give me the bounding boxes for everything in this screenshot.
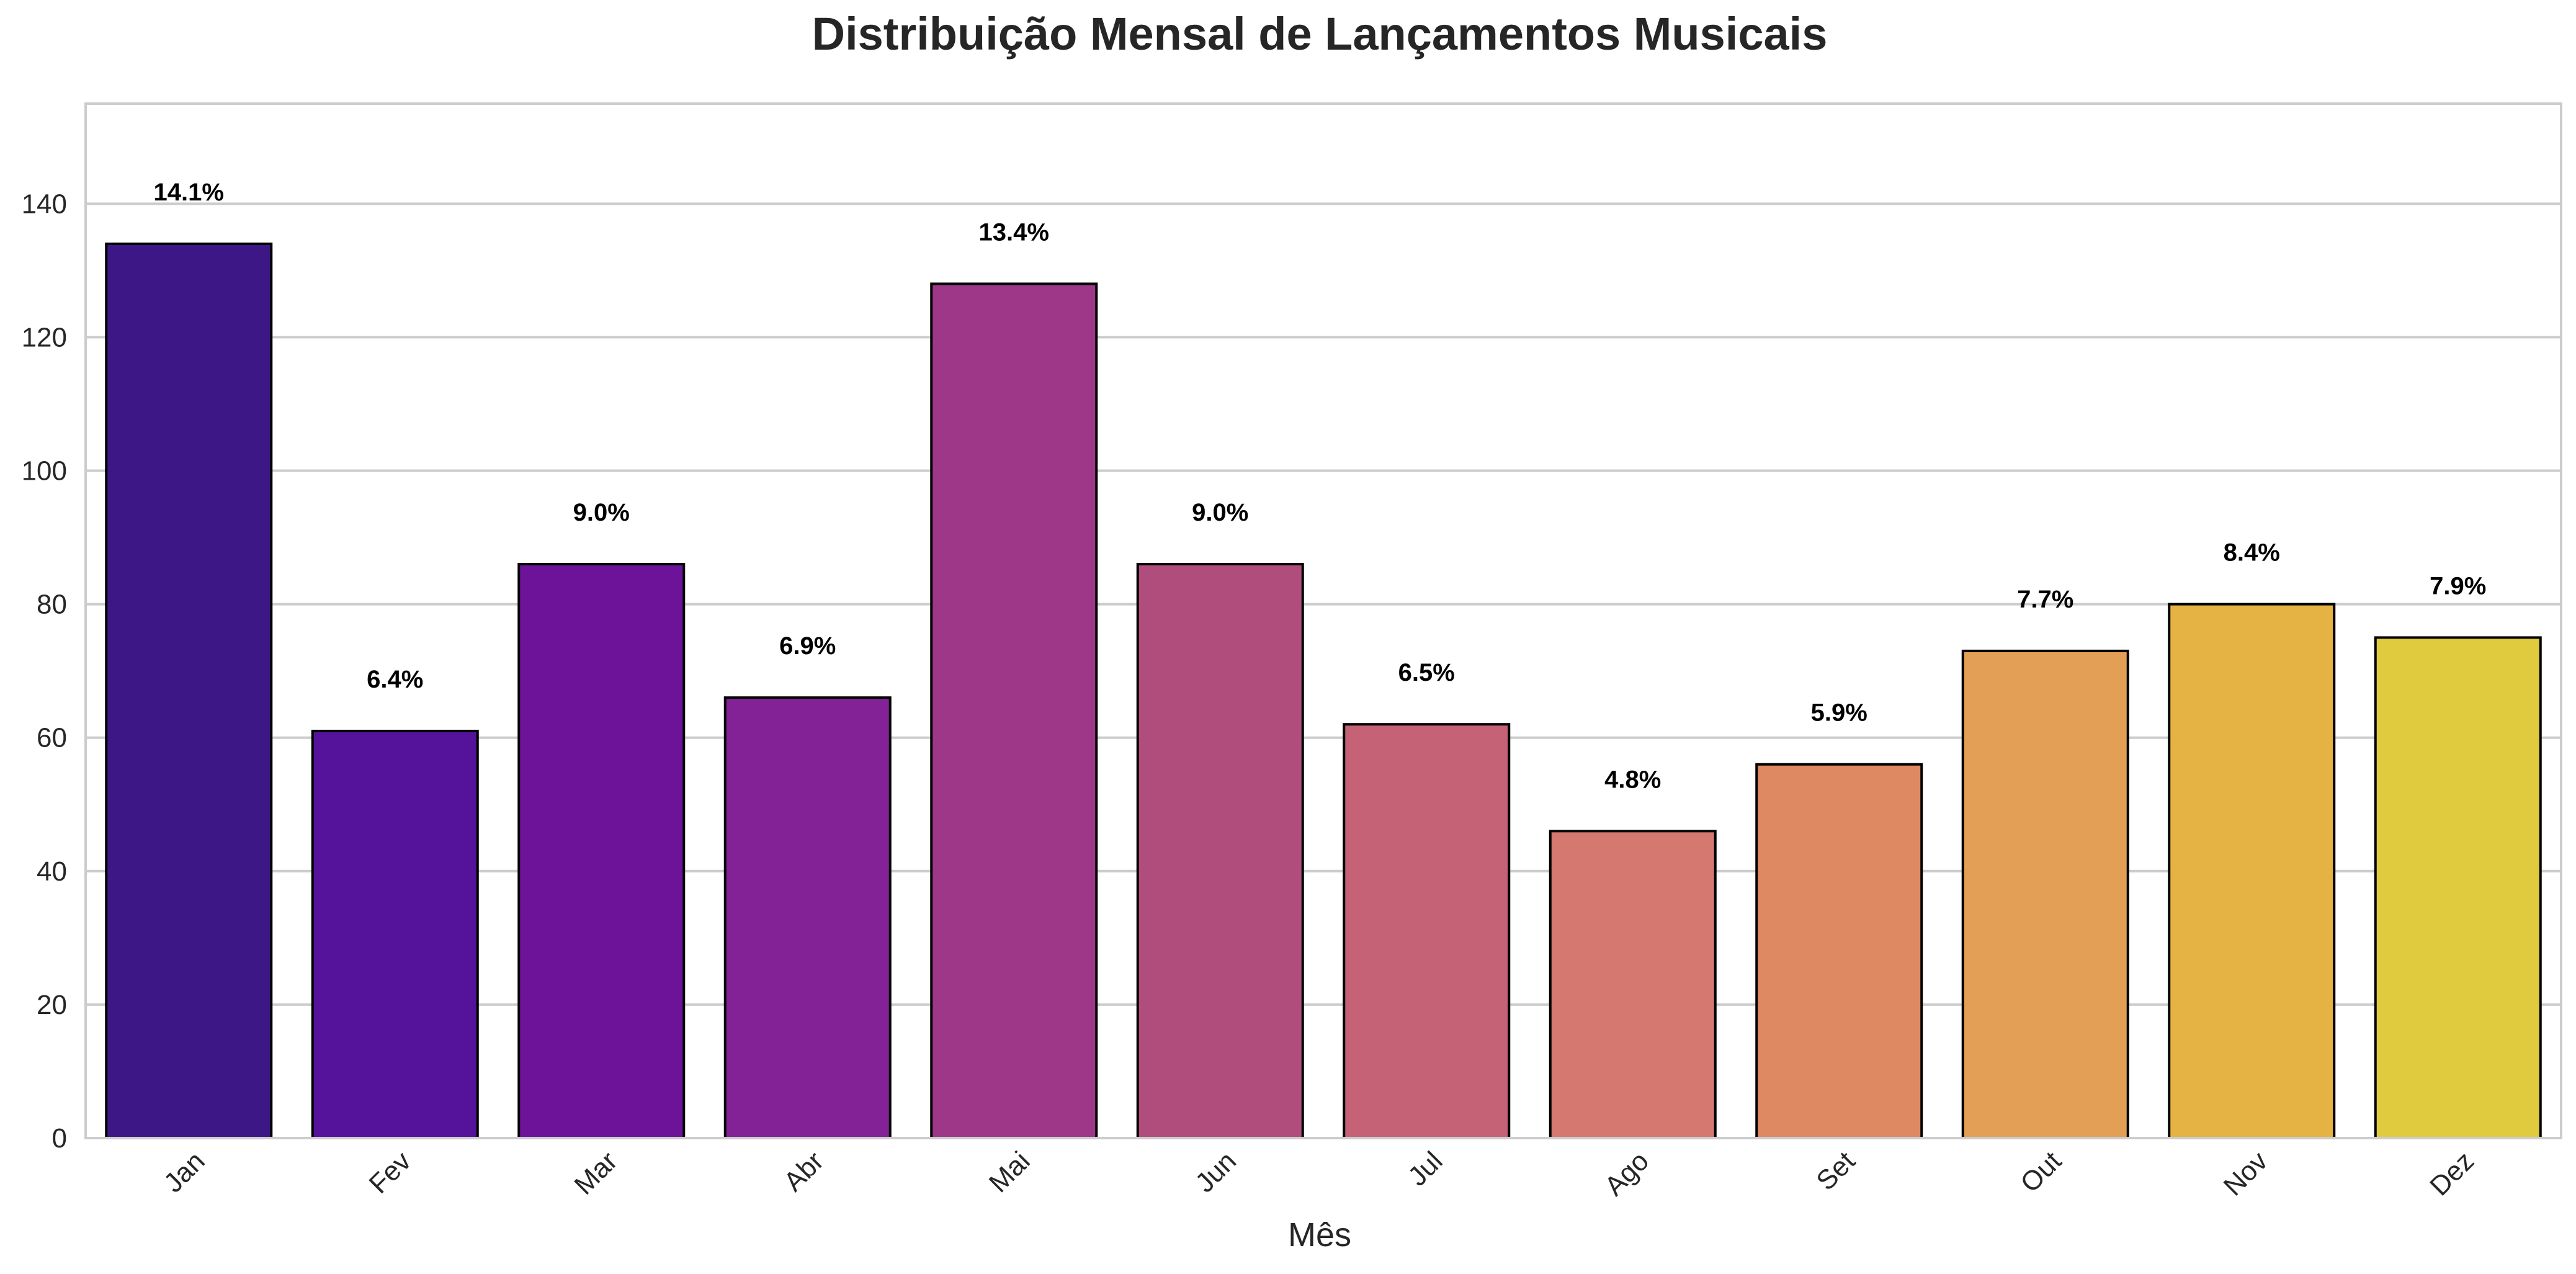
bars [105,242,2542,1140]
data-label: 6.4% [367,666,423,693]
bar-jun [1136,563,1304,1139]
bar-abr [723,696,892,1139]
data-label: 8.4% [2224,539,2280,567]
data-label: 9.0% [573,499,630,526]
data-label: 6.9% [779,632,836,660]
y-tick-label: 40 [37,856,67,887]
data-label: 13.4% [979,218,1049,246]
bar-fev [311,729,479,1139]
y-tick-label: 140 [22,189,67,219]
bar-jan [105,242,273,1140]
data-label: 5.9% [1811,699,1867,727]
y-tick-label: 80 [37,590,67,620]
bar-nov [2168,603,2336,1139]
bar-jul [1343,723,1511,1139]
chart-title: Distribuição Mensal de Lançamentos Music… [812,8,1828,60]
y-axis-ticks: 0 20 40 60 80 100 120 140 [22,189,67,1154]
bar-out [1961,649,2129,1139]
bar-mar [517,563,686,1139]
y-tick-label: 100 [22,456,67,487]
x-axis-label: Mês [1288,1216,1351,1254]
data-label: 7.7% [2017,586,2073,613]
plot-frame [84,102,2562,1139]
data-label: 6.5% [1398,659,1455,686]
data-label: 4.8% [1604,766,1661,793]
y-tick-label: 0 [52,1123,67,1154]
bar-ago [1549,830,1717,1140]
bar-dez [2374,636,2542,1139]
data-label: 7.9% [2430,572,2486,599]
data-label: 14.1% [154,179,224,206]
data-label: 9.0% [1192,499,1248,526]
data-labels: 14.1% 6.4% 9.0% 6.9% 13.4% 9.0% 6.5% 4.8% 5.9% 7.… [154,179,2487,793]
y-tick-label: 120 [22,322,67,352]
y-tick-label: 20 [37,990,67,1020]
bar-mai [930,282,1098,1140]
bar-set [1755,763,1923,1139]
y-tick-label: 60 [37,723,67,753]
